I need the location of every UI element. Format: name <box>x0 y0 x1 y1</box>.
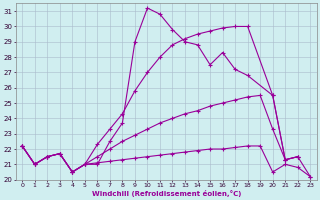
X-axis label: Windchill (Refroidissement éolien,°C): Windchill (Refroidissement éolien,°C) <box>92 190 241 197</box>
